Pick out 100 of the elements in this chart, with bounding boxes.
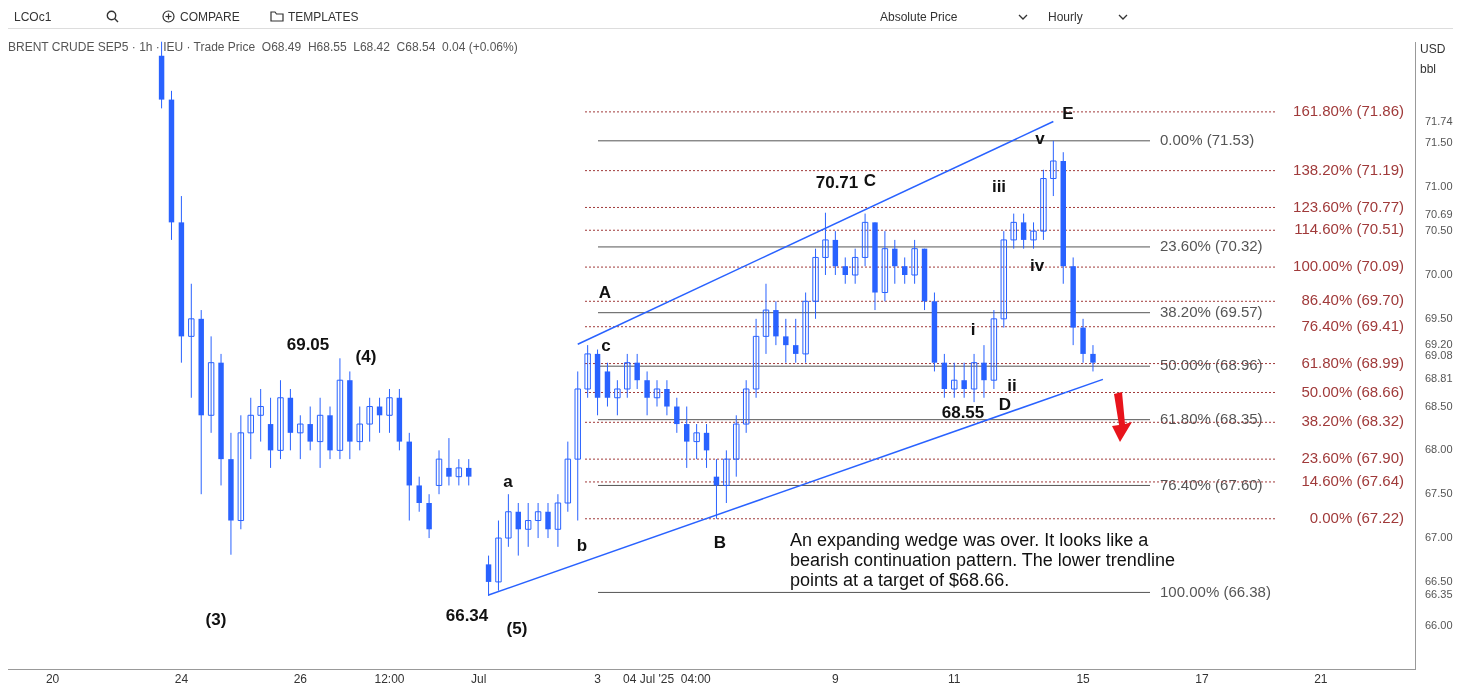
annotation: (3) xyxy=(204,610,228,630)
ref-line-label: 38.20% (69.57) xyxy=(1160,302,1263,320)
text: Absolute Price xyxy=(880,10,958,24)
candlestick xyxy=(644,370,650,416)
y-tick-label: 69.08 xyxy=(1425,348,1453,361)
candlestick xyxy=(822,212,829,276)
ref-line-label: 23.60% (67.90) xyxy=(1301,449,1404,467)
x-tick-label: 9 xyxy=(832,672,840,687)
candlestick xyxy=(861,213,869,267)
text: TEMPLATES xyxy=(288,10,359,24)
candlestick xyxy=(614,379,621,416)
annotation: 66.34 xyxy=(444,606,490,626)
ref-line-label: 0.00% (67.22) xyxy=(1309,508,1404,526)
annotation: b xyxy=(575,536,589,556)
ref-line-label: 23.60% (70.32) xyxy=(1160,237,1263,255)
annotation: B xyxy=(712,533,728,553)
candlestick xyxy=(257,388,264,443)
candlestick xyxy=(356,406,363,451)
candlestick xyxy=(505,493,512,548)
candlestick xyxy=(851,248,859,285)
y-tick-label: 67.00 xyxy=(1425,531,1453,544)
candlestick xyxy=(207,335,215,434)
candlestick xyxy=(435,449,443,495)
candlestick xyxy=(1030,221,1037,250)
candlestick xyxy=(574,370,581,522)
annotation: iii xyxy=(990,177,1008,197)
candlestick xyxy=(247,397,254,460)
candlestick xyxy=(961,362,967,399)
annotation: (4) xyxy=(354,347,378,367)
annotation: i xyxy=(969,320,977,340)
annotation: 70.71 xyxy=(814,173,860,193)
y-tick-label: 66.35 xyxy=(1425,588,1453,601)
ref-line-label: 123.60% (70.77) xyxy=(1293,197,1404,215)
ref-line-label: 61.80% (68.99) xyxy=(1301,353,1404,371)
candlestick xyxy=(733,414,740,478)
annotation: v xyxy=(1034,129,1046,149)
candlestick xyxy=(624,353,631,399)
candlestick xyxy=(188,283,195,399)
x-tick-label: 04 Jul '25 04:00 xyxy=(623,672,712,687)
candlestick xyxy=(1000,230,1008,329)
annotation: 68.55 xyxy=(940,403,986,423)
ref-line-label: 14.60% (67.64) xyxy=(1301,472,1404,490)
candlestick xyxy=(762,283,770,355)
x-tick-label: Jul xyxy=(470,672,487,687)
annotation: A xyxy=(597,283,613,303)
candlestick xyxy=(723,449,730,504)
candlestick xyxy=(674,397,680,434)
annotation: c xyxy=(600,336,612,356)
ref-line-label: 38.20% (68.32) xyxy=(1301,412,1404,430)
candlestick xyxy=(634,353,640,390)
x-tick-label: 21 xyxy=(1314,672,1328,687)
candlestick xyxy=(545,502,551,539)
candlestick xyxy=(911,239,918,285)
ref-line-label: 100.00% (70.09) xyxy=(1293,257,1404,275)
text: COMPARE xyxy=(180,10,240,24)
chart-title: BRENT CRUDE SEP5 · 1h · IEU · Trade Price O68.49 H68.55 L68.42 C68.54 0.04 (+0.06%) xyxy=(8,40,518,55)
y-tick-label: 70.69 xyxy=(1425,207,1453,220)
candlestick xyxy=(881,230,889,302)
ref-line-label: 50.00% (68.66) xyxy=(1301,382,1404,400)
annotation: (5) xyxy=(505,619,529,639)
candlestick xyxy=(990,309,998,390)
candlestick xyxy=(336,357,344,460)
ref-line-label: 50.00% (68.96) xyxy=(1160,356,1263,374)
candlestick xyxy=(783,318,789,364)
x-tick-label: 20 xyxy=(45,672,60,687)
candlestick xyxy=(742,379,750,434)
annotation: D xyxy=(997,395,1013,415)
ref-line-label: 76.40% (69.41) xyxy=(1301,316,1404,334)
candlestick xyxy=(1050,140,1057,197)
candlestick xyxy=(970,353,978,403)
candlestick xyxy=(693,423,700,460)
x-tick-label: 24 xyxy=(174,672,189,687)
x-tick-label: 15 xyxy=(1076,672,1091,687)
x-tick-label: 12:00 xyxy=(374,672,405,687)
candlestick xyxy=(466,458,472,486)
x-tick-label: 17 xyxy=(1195,672,1209,687)
annotation: ii xyxy=(1006,376,1018,396)
y-tick-label: 68.81 xyxy=(1425,372,1453,385)
y-tick-label: 66.50 xyxy=(1425,574,1453,587)
candlestick xyxy=(892,239,898,285)
annotation: 69.05 xyxy=(285,335,331,355)
y-tick-label: 71.00 xyxy=(1425,180,1453,193)
y-tick-label: 67.50 xyxy=(1425,487,1453,500)
candlestick xyxy=(386,388,393,434)
candlestick xyxy=(901,256,908,285)
candlestick xyxy=(524,502,532,548)
annotation: C xyxy=(862,171,878,191)
text: Hourly xyxy=(1048,10,1083,24)
y-tick-label: 71.74 xyxy=(1425,115,1453,128)
text: bbl xyxy=(1420,62,1437,76)
ref-line-label: 76.40% (67.60) xyxy=(1160,475,1263,493)
candlestick xyxy=(316,397,324,469)
ref-line-label: 61.80% (68.35) xyxy=(1160,409,1263,427)
y-tick-label: 70.00 xyxy=(1425,268,1453,281)
annotation: E xyxy=(1061,104,1075,124)
y-tick-label: 68.50 xyxy=(1425,399,1453,412)
annotation: iv xyxy=(1028,256,1046,276)
text: USD xyxy=(1420,42,1446,56)
y-tick-label: 69.20 xyxy=(1425,338,1453,351)
candlestick xyxy=(446,437,452,486)
